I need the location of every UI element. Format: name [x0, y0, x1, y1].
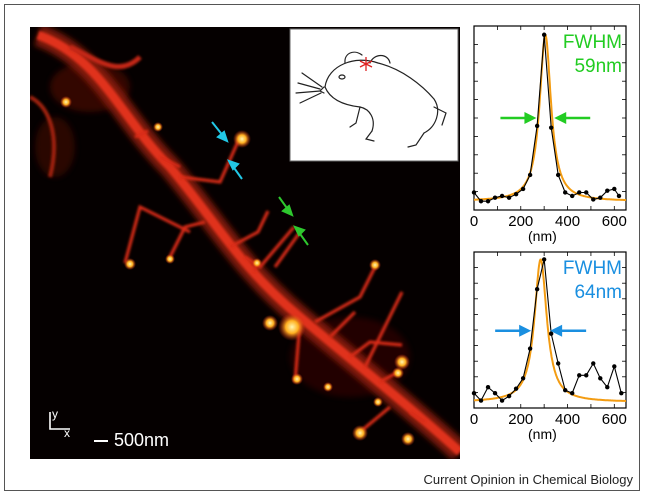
data-point — [513, 192, 519, 197]
data-point — [591, 361, 596, 366]
data-point — [548, 125, 554, 130]
data-line — [473, 34, 620, 202]
fwhm-title: FWHM — [563, 32, 622, 53]
fwhm-title: FWHM — [563, 258, 622, 279]
data-point — [478, 199, 484, 204]
data-point — [605, 385, 610, 390]
data-point — [520, 376, 526, 381]
data-point — [485, 199, 491, 204]
fwhm-arrowhead-left — [519, 324, 532, 337]
data-point — [563, 190, 568, 195]
axis-x-label: x — [64, 426, 70, 440]
data-point — [555, 361, 561, 366]
data-point — [506, 393, 512, 399]
data-point — [492, 195, 498, 200]
data-point — [520, 186, 526, 192]
green-arrow-upper — [278, 196, 294, 217]
journal-credit: Current Opinion in Chemical Biology — [423, 472, 633, 487]
scale-bar-label: 500nm — [114, 430, 169, 450]
data-point — [527, 346, 533, 351]
data-point — [485, 385, 491, 390]
data-point — [577, 190, 582, 195]
data-point — [555, 172, 561, 178]
data-point — [506, 195, 512, 200]
data-point — [513, 386, 519, 391]
data-point — [612, 364, 617, 369]
data-point — [570, 390, 575, 396]
cyan-arrow-upper — [211, 121, 229, 143]
data-point — [605, 188, 610, 193]
green-arrows — [278, 196, 309, 246]
x-tick-label: 600 — [602, 213, 627, 230]
x-tick-label: 600 — [602, 411, 627, 428]
x-tick-label: 200 — [508, 411, 533, 428]
data-point — [598, 376, 603, 381]
profile-chart-top: 0 200 400 600 (nm) FWHM 59nm — [470, 25, 627, 244]
x-axis-label: (nm) — [528, 426, 557, 442]
data-point — [563, 387, 568, 393]
x-tick-label: 0 — [470, 411, 478, 428]
data-point — [499, 193, 505, 199]
data-point — [584, 190, 589, 195]
x-axis-label: (nm) — [528, 228, 557, 244]
data-point — [598, 195, 603, 200]
brain-marker-icon — [359, 57, 373, 71]
data-point — [616, 193, 622, 199]
data-point — [570, 193, 575, 199]
mouse-icon — [295, 51, 447, 148]
green-arrow-lower — [293, 225, 309, 246]
fwhm-value: 64nm — [574, 282, 622, 303]
fwhm-arrowhead-right — [550, 324, 563, 337]
data-point — [499, 398, 505, 403]
axis-indicator — [49, 412, 70, 430]
data-point — [478, 398, 484, 403]
cyan-arrows — [211, 121, 243, 180]
x-tick-label: 400 — [555, 411, 580, 428]
x-tick-label: 0 — [470, 213, 478, 230]
x-tick-label: 200 — [508, 213, 533, 230]
data-line — [473, 259, 622, 402]
data-point — [471, 190, 477, 195]
data-point — [541, 257, 547, 262]
fwhm-arrowhead-left — [524, 112, 537, 124]
data-point — [591, 197, 596, 202]
data-point — [541, 32, 547, 37]
data-point — [612, 186, 617, 192]
data-point — [534, 286, 540, 292]
axis-y-label: y — [52, 407, 58, 421]
fwhm-arrowhead-right — [554, 112, 567, 124]
data-point — [577, 373, 582, 378]
cyan-arrow-lower — [227, 159, 243, 180]
data-point — [471, 390, 477, 396]
data-point — [534, 123, 540, 129]
bright-puncta — [60, 96, 415, 446]
profile-chart-bottom: 0 200 400 600 (nm) FWHM 64nm — [470, 251, 627, 442]
data-point — [548, 331, 554, 336]
fwhm-value: 59nm — [574, 56, 622, 77]
data-point — [527, 172, 533, 178]
data-point — [619, 390, 624, 396]
mouse-inset — [289, 28, 459, 162]
micrograph: y x 500nm — [30, 27, 460, 459]
data-point — [584, 373, 589, 378]
x-tick-label: 400 — [555, 213, 580, 230]
data-point — [492, 390, 498, 396]
